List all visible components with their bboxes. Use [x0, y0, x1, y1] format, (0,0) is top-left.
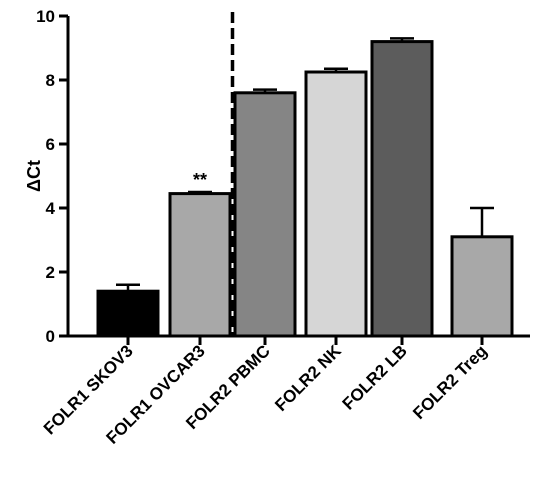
category-label: FOLR2 LB [339, 341, 411, 413]
y-tick-label: 4 [46, 199, 56, 218]
bar [304, 70, 368, 338]
category-label: FOLR2 Treg [409, 341, 491, 423]
y-tick-label: 0 [46, 327, 55, 346]
y-tick-label: 10 [36, 7, 55, 26]
bar [450, 235, 514, 338]
bar [233, 91, 297, 338]
y-tick-label: 8 [46, 71, 55, 90]
y-axis-title: ΔCt [24, 160, 44, 192]
category-label: FOLR2 NK [271, 341, 345, 415]
bar [168, 192, 232, 338]
significance-annotation: ** [193, 170, 207, 190]
bar [96, 289, 160, 338]
bar [370, 40, 434, 338]
y-tick-label: 6 [46, 135, 55, 154]
y-tick-label: 2 [46, 263, 55, 282]
